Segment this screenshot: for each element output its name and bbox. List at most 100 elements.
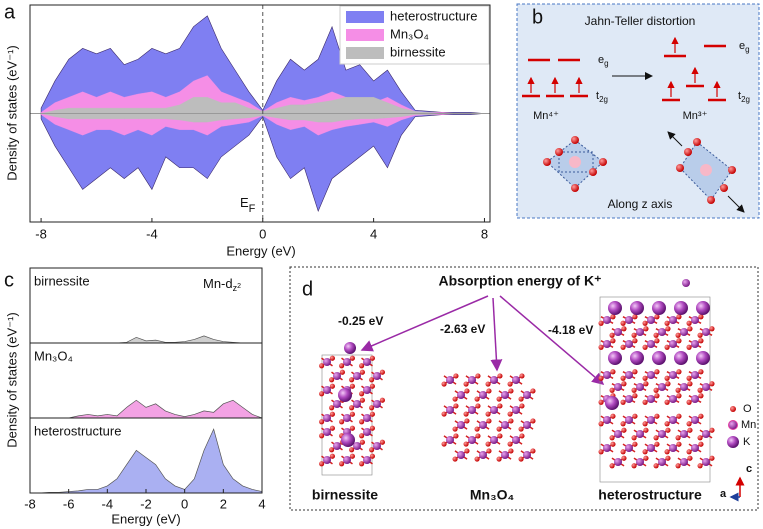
o-atom [349, 447, 355, 453]
orbital-sub: z [233, 283, 238, 293]
o-atom [474, 426, 480, 432]
o-atom [339, 363, 345, 369]
mn-atom [680, 328, 688, 336]
mn-atom [323, 386, 331, 394]
o-atom [665, 455, 671, 461]
o-atom [654, 314, 660, 320]
mn-atom [636, 383, 644, 391]
dos-area [30, 428, 263, 494]
mn-atom [647, 395, 655, 403]
o-atom [654, 393, 660, 399]
o-atom [530, 388, 536, 394]
o-atom [518, 396, 524, 402]
o-atom [642, 320, 648, 326]
mn-atom [625, 316, 633, 324]
o-atom [664, 375, 670, 381]
mn-atom [680, 458, 688, 466]
energy-label: -4.18 eV [548, 323, 593, 337]
mn-atom [603, 416, 611, 424]
o-atom [610, 441, 616, 447]
energy-label: -0.25 eV [338, 314, 383, 328]
mn-atom [702, 458, 710, 466]
o-atom [369, 377, 375, 383]
panel-series-label: Mn₃O₄ [34, 348, 73, 363]
o-atom [464, 418, 470, 424]
o-atom [598, 421, 604, 427]
o-atom [620, 399, 626, 405]
k-atom [696, 351, 710, 365]
axis-label: a [720, 488, 727, 500]
o-atom [686, 344, 692, 350]
k-atom [605, 396, 619, 410]
mn-atom [363, 428, 371, 436]
o-atom [349, 453, 355, 459]
o-atom [676, 441, 682, 447]
mn-atom [343, 456, 351, 464]
o-atom [496, 396, 502, 402]
k-atom [630, 301, 644, 315]
o-atom [441, 411, 447, 417]
mn-atom [373, 400, 381, 408]
mn-atom [669, 371, 677, 379]
o-atom [519, 403, 525, 409]
mn-atom [343, 414, 351, 422]
y-axis-label: Density of states (eV⁻¹) [4, 45, 19, 180]
mn-atom [680, 430, 688, 438]
mn-atom [669, 316, 677, 324]
o-atom [339, 461, 345, 467]
energy-label: -2.63 eV [440, 322, 485, 336]
mn-atom [614, 430, 622, 438]
o-atom [496, 456, 502, 462]
dos-area [41, 113, 485, 123]
o-atom [486, 388, 492, 394]
mn-atom [373, 442, 381, 450]
diagram-caption: Along z axis [608, 197, 673, 211]
x-axis-label: Energy (eV) [226, 243, 295, 258]
o-atom [653, 435, 659, 441]
k-atom [344, 342, 356, 354]
x-tick-label: -2 [140, 496, 152, 511]
mn-atom [363, 414, 371, 422]
o-atom [319, 433, 325, 439]
o-atom [686, 421, 692, 427]
level-main: t [596, 90, 599, 102]
mn-atom [323, 414, 331, 422]
mn-atom [625, 395, 633, 403]
o-atom [698, 338, 704, 344]
mn-atom [647, 340, 655, 348]
panel-label: a [4, 1, 16, 23]
o-atom [709, 326, 715, 332]
o-atom [642, 399, 648, 405]
o-atom [609, 463, 615, 469]
level-label: t2g [596, 90, 608, 104]
o-atom [643, 381, 649, 387]
o-atom [497, 433, 503, 439]
o-atom [654, 338, 660, 344]
mn-atom [625, 444, 633, 452]
o-atom [610, 413, 616, 419]
mn-atom [501, 451, 509, 459]
o-atom [609, 435, 615, 441]
mn-atom [636, 430, 644, 438]
dos-area [30, 335, 262, 344]
mn-atom [614, 383, 622, 391]
o-atom [609, 332, 615, 338]
mn-atom [691, 340, 699, 348]
k-atom [608, 351, 622, 365]
mn-atom [614, 458, 622, 466]
mn-atom [512, 406, 520, 414]
o-atom [507, 381, 513, 387]
mn-atom [446, 406, 454, 414]
o-atom [485, 441, 491, 447]
o-atom [452, 426, 458, 432]
level-sub: 2g [741, 95, 750, 104]
mn-atom [501, 391, 509, 399]
o-atom [687, 427, 693, 433]
o-atom [610, 338, 616, 344]
o-atom [632, 441, 638, 447]
mn-atom [647, 416, 655, 424]
legend-label: Mn [741, 419, 756, 431]
legend-label: Mn₃O₄ [390, 26, 429, 41]
mn-atom [512, 436, 520, 444]
